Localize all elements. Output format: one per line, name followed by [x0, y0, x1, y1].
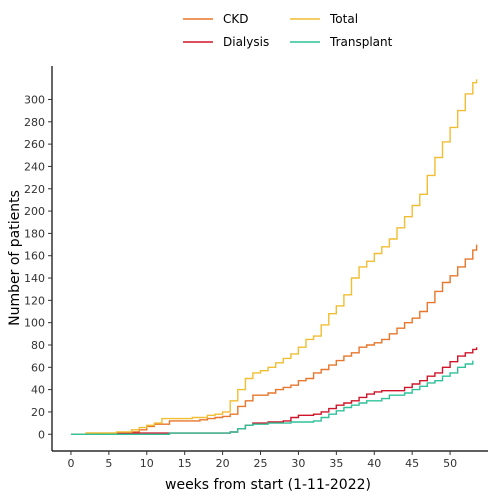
axes: 0 5 10 15 20 25 30 35 40 45 50 0 20 40 60 80 100 120 140 16… [24, 66, 488, 470]
series-line-transplant [71, 360, 474, 435]
y-tick-label: 120 [24, 294, 45, 307]
legend-label-transplant: Transplant [329, 35, 393, 49]
y-tick-label: 0 [38, 428, 45, 441]
y-tick-label: 220 [24, 183, 45, 196]
y-tick-label: 200 [24, 205, 45, 218]
y-tick-label: 240 [24, 160, 45, 173]
x-tick-label: 5 [105, 457, 112, 470]
x-tick-label: 30 [291, 457, 305, 470]
x-axis-title: weeks from start (1-11-2022) [165, 477, 371, 493]
legend-label-dialysis: Dialysis [223, 35, 269, 49]
y-tick-label: 40 [31, 384, 45, 397]
y-tick-label: 280 [24, 116, 45, 129]
series-line-dialysis [71, 347, 478, 435]
y-tick-label: 20 [31, 406, 45, 419]
legend: CKD Total Dialysis Transplant [183, 12, 393, 49]
y-tick-label: 260 [24, 138, 45, 151]
x-tick-label: 45 [405, 457, 419, 470]
legend-label-total: Total [329, 12, 358, 26]
y-axis-title: Number of patients [7, 190, 23, 326]
series-line-total [71, 79, 478, 435]
y-tick-label: 160 [24, 250, 45, 263]
x-tick-label: 25 [254, 457, 268, 470]
series-layer [71, 79, 478, 435]
x-tick-label: 40 [367, 457, 381, 470]
x-tick-label: 50 [443, 457, 457, 470]
x-tick-label: 35 [329, 457, 343, 470]
x-tick-label: 15 [178, 457, 192, 470]
y-tick-label: 140 [24, 272, 45, 285]
y-tick-label: 80 [31, 339, 45, 352]
legend-label-ckd: CKD [223, 12, 249, 26]
y-tick-label: 60 [31, 361, 45, 374]
x-tick-label: 20 [216, 457, 230, 470]
y-tick-label: 100 [24, 317, 45, 330]
y-tick-label: 180 [24, 227, 45, 240]
series-line-ckd [71, 244, 478, 435]
x-tick-label: 10 [140, 457, 154, 470]
y-tick-label: 300 [24, 93, 45, 106]
x-tick-label: 0 [67, 457, 74, 470]
